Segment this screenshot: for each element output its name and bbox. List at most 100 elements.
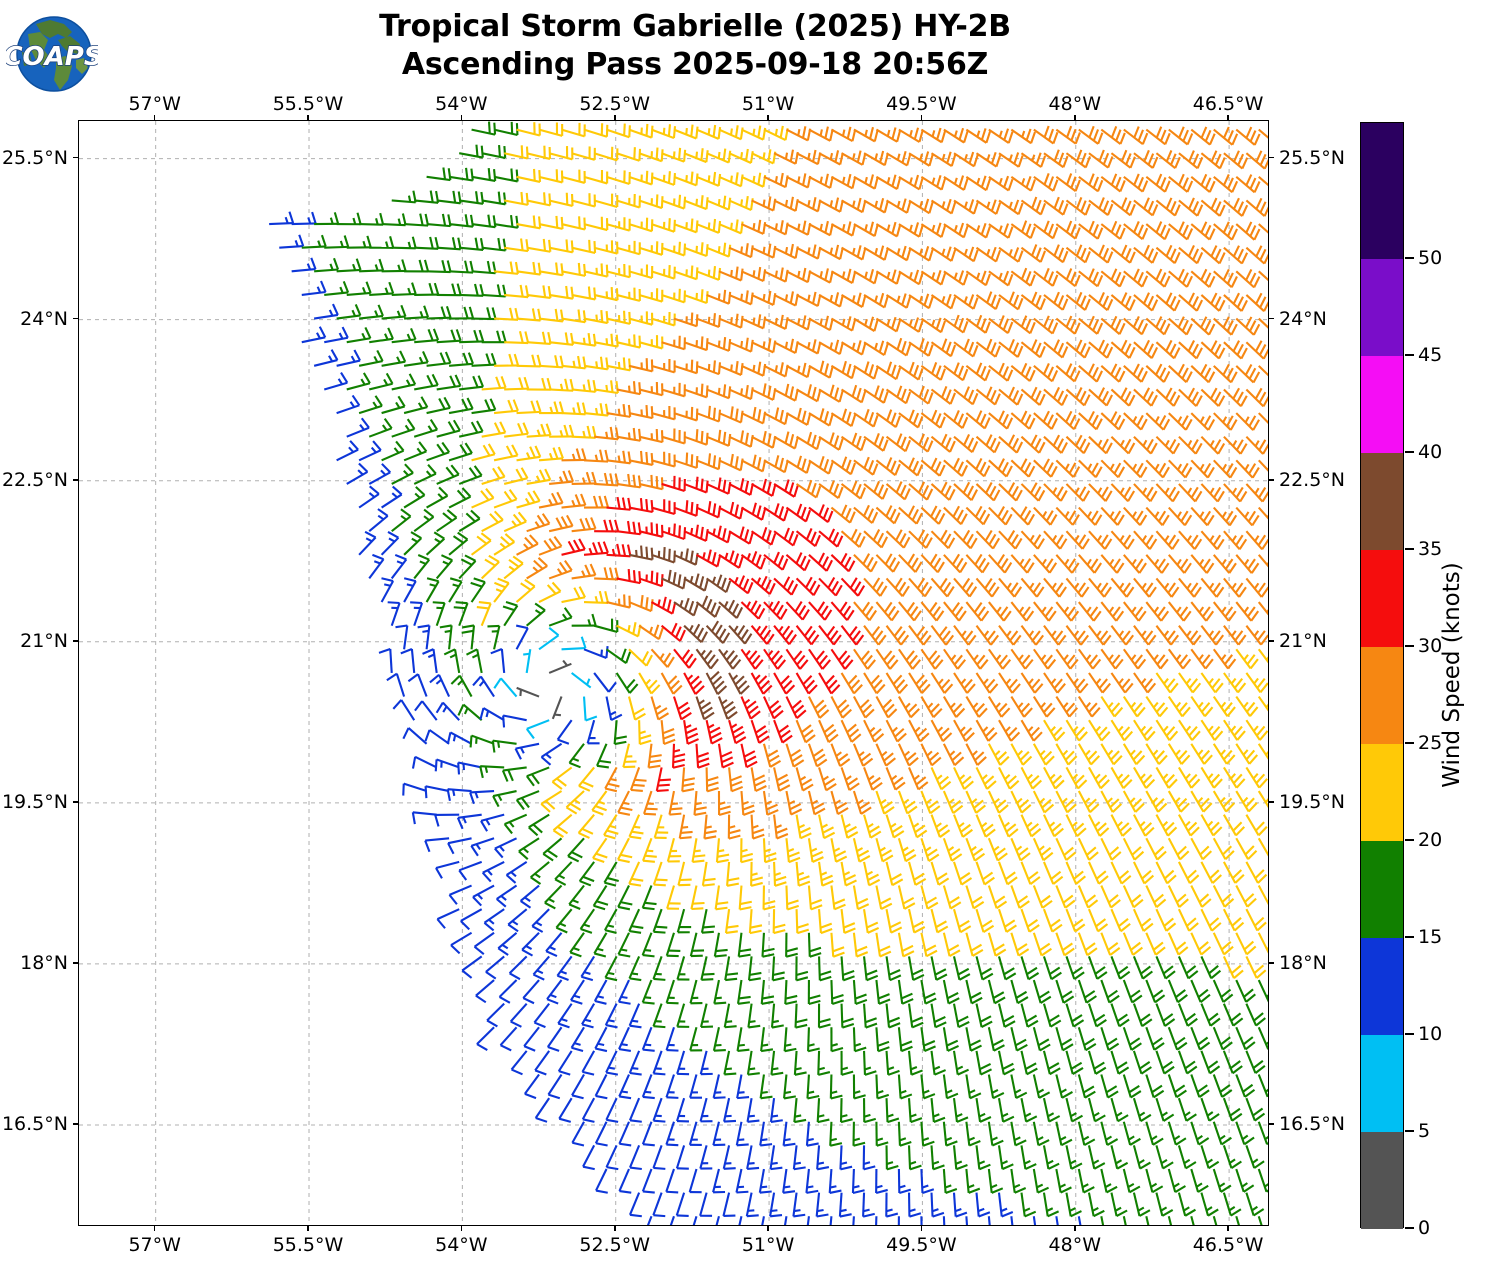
wind-barb	[759, 1121, 773, 1147]
wind-barb	[1178, 435, 1203, 455]
wind-barb	[712, 1168, 726, 1194]
wind-barb	[380, 530, 400, 556]
wind-barb	[593, 979, 608, 1005]
wind-barb	[770, 1050, 784, 1076]
xtick-top-6: 48°W	[1048, 93, 1101, 115]
wind-barb	[852, 696, 875, 719]
wind-barb	[638, 194, 664, 210]
wind-barb	[439, 624, 453, 650]
wind-barb	[503, 145, 529, 160]
wind-barb	[705, 767, 719, 793]
wind-barb	[1177, 908, 1199, 932]
wind-speed-colorbar[interactable]	[1360, 122, 1404, 1229]
wind-barb	[750, 814, 765, 840]
wind-barb	[606, 543, 632, 558]
wind-barb	[897, 790, 918, 815]
wind-barb	[1122, 1026, 1142, 1051]
wind-barb	[793, 1098, 807, 1124]
wind-barb	[1155, 1097, 1175, 1122]
wind-barb	[885, 577, 910, 597]
wind-barb	[1178, 244, 1204, 265]
tick-mark	[153, 1226, 156, 1231]
wind-barb	[930, 385, 956, 405]
wind-barb	[690, 885, 705, 911]
wind-barb	[481, 376, 507, 391]
wind-barb	[763, 172, 789, 189]
wind-barb	[638, 241, 664, 256]
wind-barb-plot[interactable]	[78, 120, 1269, 1226]
wind-barb	[461, 955, 483, 979]
wind-barb	[403, 441, 428, 462]
wind-barb	[593, 193, 619, 209]
wind-barb	[676, 1097, 689, 1123]
wind-barb	[1178, 577, 1202, 598]
wind-barb	[808, 173, 834, 189]
wind-barb	[751, 196, 777, 212]
wind-barb	[1257, 695, 1268, 712]
wind-barb	[359, 212, 385, 226]
wind-barb	[683, 242, 709, 258]
wind-barb	[1123, 412, 1148, 431]
wind-barb	[736, 1074, 750, 1100]
wind-barb	[726, 861, 740, 887]
wind-barb	[424, 837, 450, 853]
wind-barb	[492, 790, 517, 808]
colorbar-tick-50	[1405, 257, 1414, 259]
wind-barb	[741, 266, 767, 283]
wind-barb	[885, 956, 902, 982]
wind-barb	[998, 152, 1024, 168]
wind-barb	[1042, 1050, 1061, 1076]
wind-barb	[1043, 483, 1068, 502]
tick-mark	[73, 478, 78, 481]
wind-barb	[758, 1168, 772, 1194]
wind-barb	[875, 457, 901, 476]
wind-barb	[493, 261, 519, 275]
wind-barb	[358, 304, 384, 320]
wind-barb	[660, 720, 676, 746]
wind-barb	[1145, 221, 1171, 241]
wind-barb	[493, 214, 519, 229]
colorbar-tick-15	[1405, 936, 1414, 938]
wind-barb	[1100, 1074, 1119, 1099]
wind-barb	[908, 672, 931, 694]
wind-barb	[1258, 365, 1268, 377]
wind-barb	[773, 196, 799, 212]
wind-barb	[987, 790, 1009, 814]
wind-barb	[508, 955, 528, 981]
wind-barb	[741, 172, 767, 188]
wind-barb	[661, 241, 687, 257]
wind-barb	[975, 625, 1000, 646]
wind-barb	[358, 440, 382, 462]
wind-barb	[930, 956, 948, 981]
wind-barb	[681, 767, 696, 793]
wind-barb	[646, 1215, 653, 1225]
wind-barb	[1133, 435, 1158, 455]
wind-barb	[1200, 625, 1225, 646]
wind-barb	[606, 170, 631, 185]
wind-barb	[651, 124, 677, 140]
wind-barb	[691, 838, 706, 864]
wind-barb	[942, 1168, 958, 1194]
wind-barb	[700, 908, 715, 934]
wind-barb	[689, 979, 703, 1005]
wind-barb	[965, 837, 986, 862]
wind-barb	[1190, 173, 1216, 193]
wind-barb	[471, 168, 497, 183]
wind-barb	[459, 191, 485, 205]
colorbar-container[interactable]: 0 5 10 15 20 25 30 35 40 45 50	[1360, 122, 1442, 1239]
wind-barb	[628, 358, 654, 373]
wind-barb	[1123, 126, 1149, 146]
wind-barb	[456, 813, 482, 830]
wind-barb	[703, 814, 717, 840]
wind-barb	[493, 533, 516, 556]
wind-barb	[735, 1121, 749, 1147]
colorbar-tick-label-15: 15	[1418, 925, 1443, 948]
wind-barb	[875, 505, 901, 525]
wind-barb	[402, 782, 427, 796]
wind-barb	[785, 601, 810, 621]
ytick-right-0: 25.5°N	[1279, 146, 1346, 169]
wind-barb	[1235, 316, 1261, 336]
tick-mark	[767, 1226, 769, 1231]
wind-barb	[561, 493, 587, 509]
wind-barb	[712, 1074, 726, 1099]
